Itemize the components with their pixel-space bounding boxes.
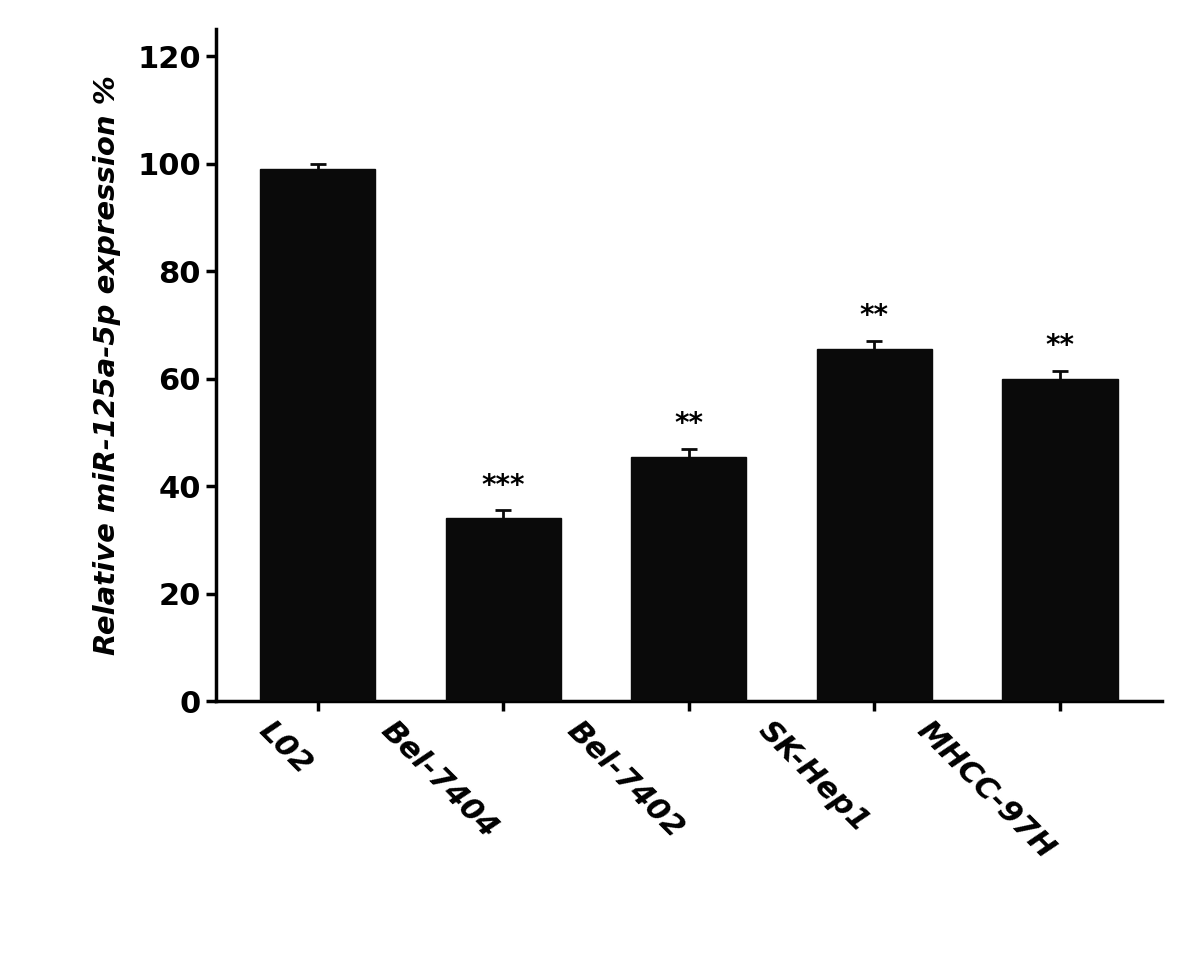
Y-axis label: Relative miR-125a-5p expression %: Relative miR-125a-5p expression %	[92, 75, 121, 656]
Text: **: **	[674, 410, 703, 438]
Text: **: **	[860, 302, 889, 330]
Text: **: **	[1046, 332, 1075, 359]
Bar	[631, 457, 746, 701]
Bar	[260, 169, 375, 701]
Text: ***: ***	[482, 471, 525, 500]
Bar	[446, 518, 561, 701]
Bar	[817, 349, 932, 701]
Bar	[1003, 379, 1118, 701]
